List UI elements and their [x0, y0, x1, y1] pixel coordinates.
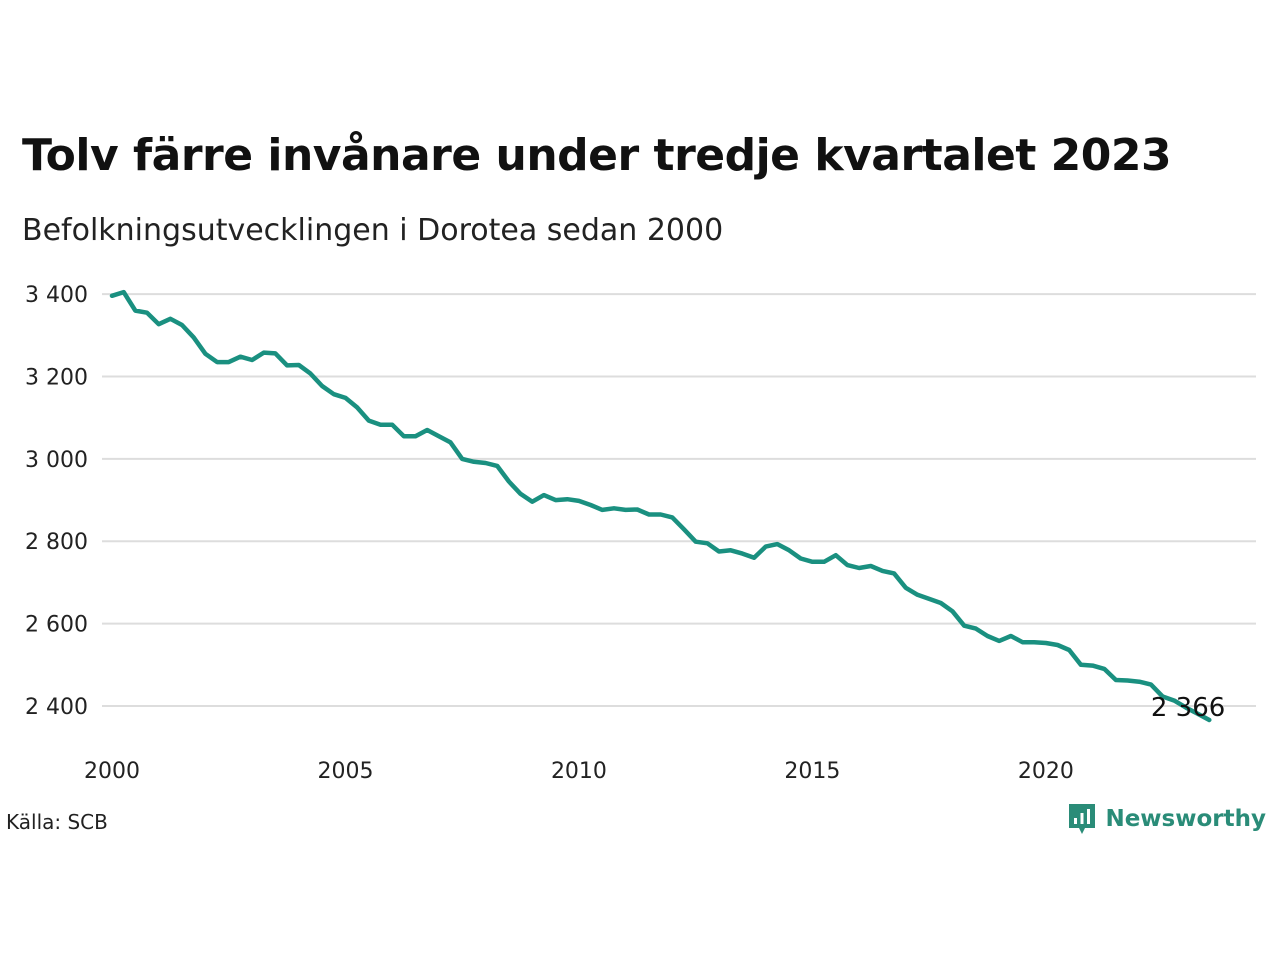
series-line: [109, 289, 1212, 723]
x-tick-label: 2010: [551, 759, 607, 784]
brand-logo: Newsworthy: [1067, 802, 1266, 836]
brand-name: Newsworthy: [1105, 806, 1266, 832]
annotations: 2 366: [1151, 693, 1225, 723]
y-tick-label: 3 400: [25, 283, 88, 308]
y-tick-label: 2 800: [25, 530, 88, 555]
x-tick-label: 2000: [84, 759, 140, 784]
chart-subtitle: Befolkningsutvecklingen i Dorotea sedan …: [22, 213, 724, 248]
newsworthy-logo-icon: [1069, 804, 1096, 834]
y-tick-label: 3 000: [25, 448, 88, 473]
y-tick-label: 2 600: [25, 613, 88, 638]
y-axis: 2 400 2 600 2 800 3 000 3 200 3 400: [25, 283, 88, 720]
y-tick-label: 3 200: [25, 365, 88, 390]
x-tick-label: 2020: [1018, 759, 1074, 784]
chart-title: Tolv färre invånare under tredje kvartal…: [22, 130, 1172, 181]
source-note: Källa: SCB: [6, 810, 108, 834]
end-value-label: 2 366: [1151, 693, 1225, 723]
x-axis: 2000 2005 2010 2015 2020: [84, 759, 1074, 784]
y-tick-label: 2 400: [25, 695, 88, 720]
x-tick-label: 2005: [317, 759, 373, 784]
x-tick-label: 2015: [784, 759, 840, 784]
gridlines: [102, 293, 1256, 707]
series-group: [109, 289, 1212, 723]
